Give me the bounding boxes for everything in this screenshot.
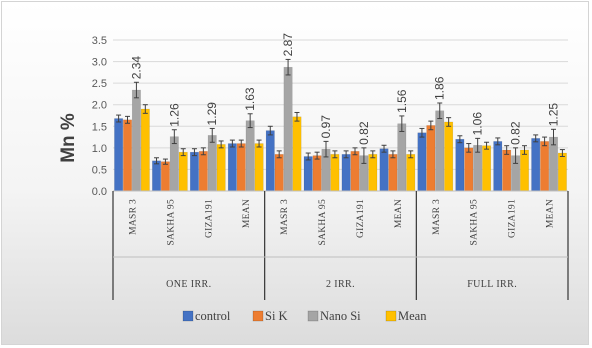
legend: control Si K Nano Si Mean (182, 309, 427, 323)
group-label: ONE IRR. (166, 279, 211, 290)
bar-si-k (350, 151, 360, 192)
axes: 0.0 0.5 1.0 1.5 2.0 2.5 3.0 3.5 MASR 3 SAKHA 95 GI… (92, 35, 569, 300)
bar-mean (557, 152, 567, 192)
data-label: 1.56 (395, 89, 409, 113)
bar-si-k (123, 119, 132, 192)
bar-mean (368, 154, 378, 192)
bar-control (265, 130, 275, 192)
bar-mean (254, 143, 264, 192)
data-label: 1.26 (167, 103, 181, 127)
bar-control (455, 138, 465, 192)
bar-si-k (464, 147, 474, 192)
bar-control (531, 138, 541, 192)
category-label: SAKHA 95 (166, 199, 176, 245)
bars (114, 66, 567, 192)
bar-mean (178, 151, 188, 192)
category-label: SAKHA 95 (470, 199, 480, 245)
data-label: 1.06 (471, 112, 485, 136)
legend-swatch-nano-si (307, 310, 319, 322)
bar-nano-si (397, 123, 407, 192)
bar-nano-si (435, 110, 445, 192)
y-tick-label: 2.5 (92, 78, 107, 90)
legend-label-mean: Mean (398, 309, 427, 323)
data-label: 0.82 (357, 121, 371, 145)
category-label: MEAN (394, 199, 404, 228)
bar-control (379, 148, 389, 192)
data-labels: 2.34 1.26 1.29 1.63 2.87 0.97 0.82 1.56 1.86 1.06… (129, 33, 560, 145)
y-tick-label: 3.0 (92, 57, 107, 69)
bar-control (341, 154, 351, 192)
bar-control (152, 160, 161, 192)
category-label: GIZA191 (356, 199, 366, 238)
bar-si-k (426, 125, 436, 192)
category-label: MEAN (546, 199, 556, 228)
bar-nano-si (131, 89, 141, 192)
y-tick-label: 1.0 (92, 143, 107, 155)
group-label: 2 IRR. (326, 279, 355, 290)
bar-control (189, 151, 199, 192)
category-label: MASR 3 (128, 199, 138, 235)
data-label: 2.34 (129, 56, 143, 80)
bar-mean (216, 144, 226, 192)
data-label: 0.97 (319, 115, 333, 139)
category-label: GIZA191 (204, 199, 214, 238)
bar-mean (482, 145, 492, 192)
bar-mean (444, 121, 454, 192)
legend-swatch-si-k (252, 310, 264, 322)
legend-label-nano-si: Nano Si (320, 309, 361, 323)
bar-control (114, 118, 124, 192)
category-label: SAKHA 95 (318, 199, 328, 245)
y-tick-label: 3.5 (92, 35, 107, 47)
bar-control (303, 156, 313, 192)
bar-si-k (160, 161, 170, 192)
y-tick-label: 2.0 (92, 100, 107, 112)
legend-label-control: control (195, 309, 231, 323)
bar-si-k (274, 154, 284, 192)
bar-mean (292, 116, 302, 192)
bar-si-k (388, 154, 398, 192)
bar-nano-si (283, 66, 293, 192)
bar-si-k (312, 155, 322, 192)
legend-label-si-k: Si K (265, 309, 288, 323)
category-label: MASR 3 (280, 199, 290, 235)
bar-si-k (198, 151, 208, 192)
bar-mean (520, 149, 529, 192)
bar-control (493, 141, 503, 192)
bar-mean (406, 154, 416, 192)
bar-si-k (540, 141, 550, 192)
data-label: 1.25 (546, 103, 560, 127)
data-label: 1.29 (205, 102, 219, 126)
bar-nano-si (207, 135, 217, 192)
bar-mean (330, 154, 340, 192)
y-axis-label: Mn % (58, 113, 79, 163)
legend-swatch-mean (385, 310, 397, 322)
data-label: 0.82 (509, 121, 523, 145)
gridlines (113, 39, 568, 192)
bar-control (417, 132, 427, 192)
category-label: MASR 3 (432, 199, 442, 235)
y-tick-label: 1.5 (92, 121, 107, 133)
error-bars (116, 58, 565, 165)
data-label: 2.87 (281, 33, 295, 57)
bar-nano-si (245, 120, 255, 192)
category-label: GIZA191 (508, 199, 518, 238)
bar-control (227, 143, 237, 192)
legend-swatch-control (182, 310, 194, 322)
y-tick-label: 0.5 (92, 164, 107, 176)
data-label: 1.86 (433, 76, 447, 100)
y-tick-label: 0.0 (92, 186, 107, 198)
group-label: FULL IRR. (467, 279, 517, 290)
bar-mean (140, 108, 150, 192)
bar-nano-si (169, 136, 179, 192)
category-label: MEAN (242, 199, 252, 228)
bar-si-k (236, 143, 246, 192)
data-label: 1.63 (243, 87, 257, 111)
bar-si-k (502, 149, 512, 192)
